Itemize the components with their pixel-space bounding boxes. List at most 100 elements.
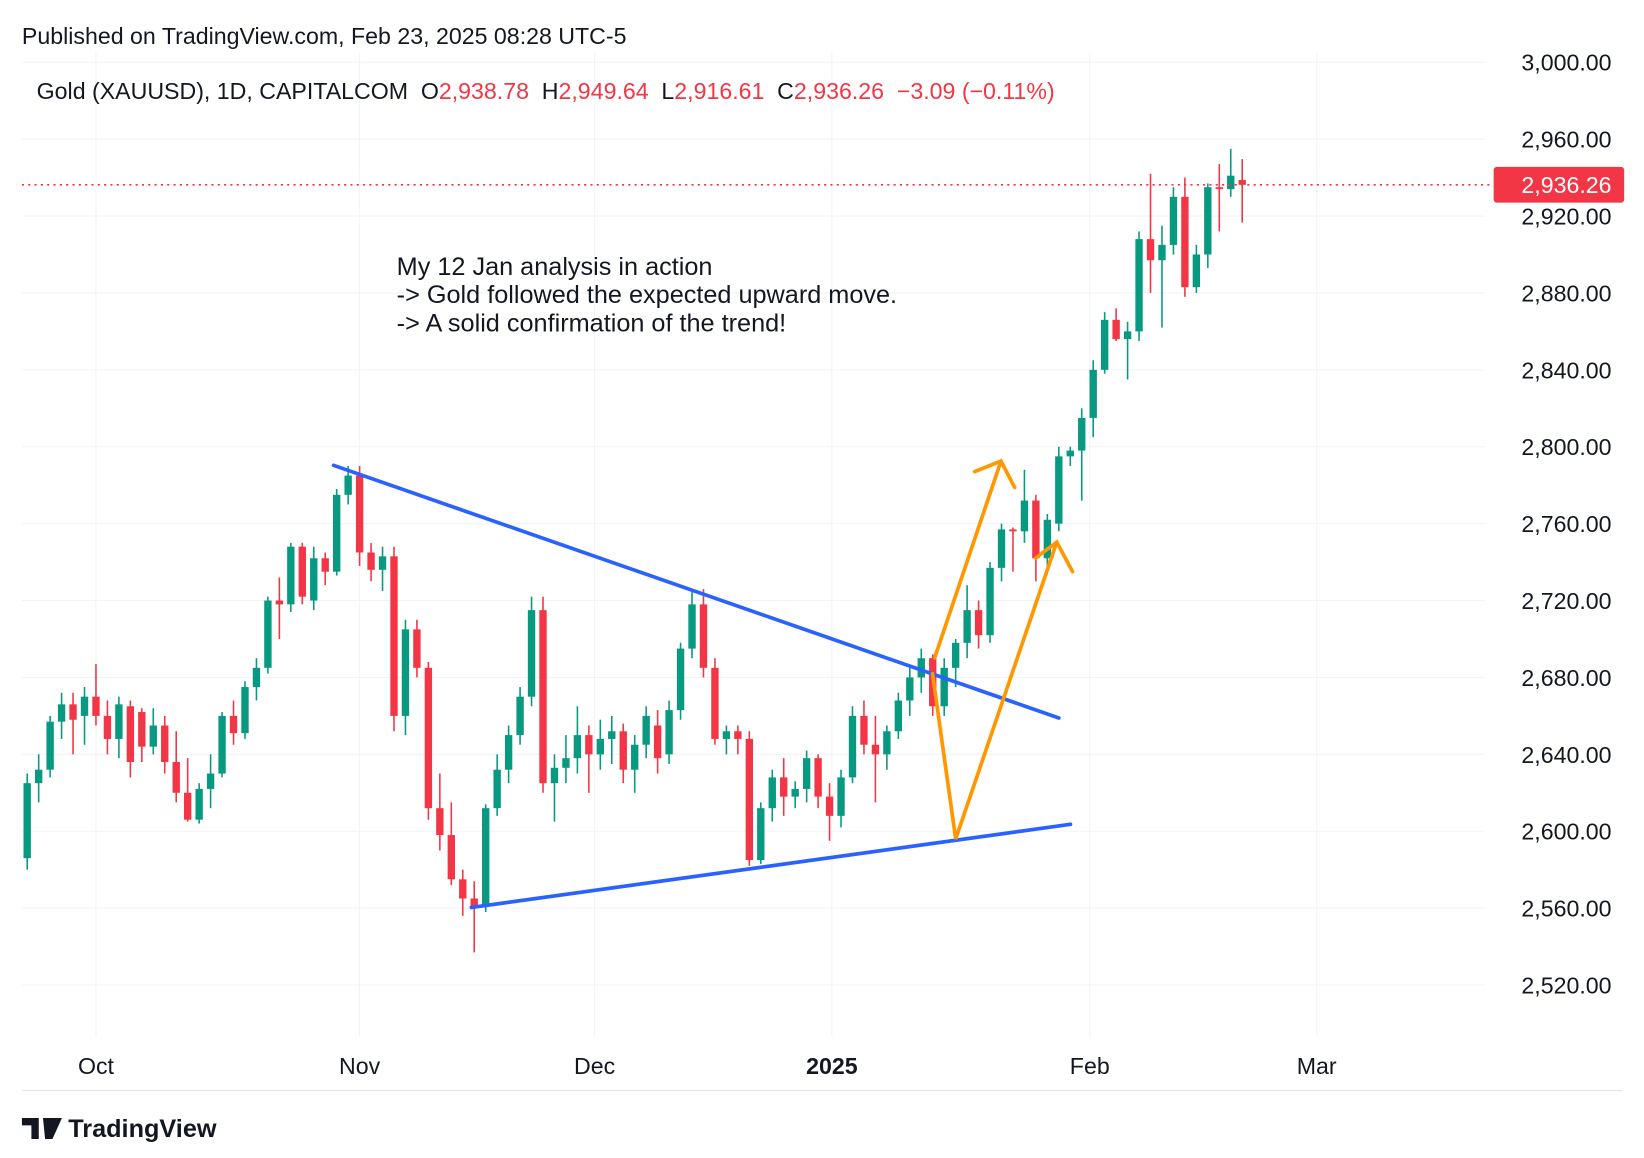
trendline [331, 463, 1061, 720]
candle-body [688, 604, 696, 649]
candle-body [1020, 500, 1029, 532]
candle-body [722, 731, 731, 739]
y-tick-label: 2,880.00 [1521, 280, 1611, 306]
y-tick-label: 3,000.00 [1521, 50, 1611, 76]
y-tick-label: 2,520.00 [1521, 972, 1611, 998]
candle-body [115, 704, 123, 739]
candle-body [860, 715, 868, 745]
candle-body [241, 687, 249, 734]
candle-body [344, 475, 352, 495]
candle-body [1043, 519, 1052, 559]
candle-body [883, 731, 891, 755]
candle-body [516, 696, 524, 736]
candle-body [218, 715, 226, 774]
x-tick-label: Mar [1297, 1053, 1337, 1079]
candle-body [149, 725, 157, 747]
candle-body [894, 700, 903, 732]
candle-body [837, 777, 845, 816]
annotation: My 12 Jan analysis in action [397, 253, 713, 281]
candle-body [917, 658, 925, 678]
y-tick-label: 2,720.00 [1521, 588, 1611, 614]
legend-key: H [542, 78, 559, 104]
candle-body [871, 744, 880, 755]
candle-body [665, 710, 673, 755]
candle-body [69, 704, 77, 720]
candle-body [768, 777, 776, 809]
candle-body [802, 758, 811, 789]
candle-body [1215, 187, 1223, 190]
candle-body [940, 667, 948, 707]
candle-body [1146, 239, 1155, 261]
candle-body [413, 629, 421, 668]
candle-body [252, 667, 261, 688]
candle-body [642, 715, 650, 745]
candle-body [848, 715, 857, 778]
legend-value: 2,936.26 [794, 78, 884, 104]
candle-body [275, 600, 284, 605]
candle-body [436, 808, 444, 836]
candle-body [585, 735, 593, 755]
candle-body [562, 758, 570, 768]
candle-body [608, 731, 616, 739]
candle-body [1078, 417, 1086, 451]
candle-body [138, 712, 146, 747]
candle-body [493, 769, 501, 809]
legend-value: 2,916.61 [674, 78, 764, 104]
candle-body [676, 648, 685, 711]
x-tick-label: Oct [78, 1053, 115, 1079]
candle-body [92, 696, 100, 716]
candle-body [1192, 254, 1201, 288]
candle-body [287, 546, 295, 605]
x-tick-label: Feb [1070, 1053, 1110, 1079]
trendline [469, 822, 1073, 910]
legend: Gold (XAUUSD), 1D, CAPITALCOM O2,938.78 … [37, 78, 1055, 104]
candle-body [183, 792, 192, 820]
x-tick-label: Dec [574, 1053, 615, 1079]
candle-body [310, 558, 318, 601]
candle-body [1238, 179, 1246, 185]
x-tick-label: 2025 [806, 1053, 858, 1079]
candle-body [34, 769, 43, 784]
arrow [930, 540, 1059, 840]
candle-body [745, 738, 754, 861]
candle-body [619, 731, 627, 770]
candle-body [1158, 244, 1166, 261]
candle-body [527, 610, 536, 697]
candle-body [699, 604, 708, 668]
candle-body [734, 731, 742, 739]
y-tick-label: 2,600.00 [1521, 819, 1611, 845]
annotation: -> A solid confirmation of the trend! [397, 310, 786, 338]
legend-key: O [421, 78, 439, 104]
arrow [932, 459, 1003, 660]
candle-body [378, 556, 387, 570]
candle-body [1055, 456, 1063, 524]
candle-body [126, 706, 135, 763]
y-tick-label: 2,800.00 [1521, 434, 1611, 460]
candle-body [172, 762, 180, 793]
y-tick-label: 2,760.00 [1521, 511, 1611, 537]
candle-body [986, 567, 994, 636]
legend-key: C [777, 78, 794, 104]
candle-body [573, 735, 582, 759]
candle-body [355, 475, 364, 553]
candle-body [1100, 319, 1109, 370]
candle-body [653, 725, 662, 759]
brand: TradingView [68, 1115, 217, 1143]
candle-body [814, 758, 822, 797]
candle-body [424, 667, 433, 809]
candle-body [550, 767, 559, 784]
candle-body [825, 796, 834, 816]
legend-change: −3.09 (−0.11%) [897, 78, 1055, 104]
arrow-head [1033, 539, 1075, 574]
candle-body [1227, 175, 1235, 190]
y-tick-label: 2,840.00 [1521, 357, 1611, 383]
x-tick-label: Nov [339, 1053, 381, 1079]
candle-body [631, 744, 639, 770]
candle-body [482, 808, 490, 907]
candle-body [596, 738, 605, 755]
candle-body [321, 558, 329, 572]
annotation: -> Gold followed the expected upward mov… [397, 281, 897, 309]
y-tick-label: 2,560.00 [1521, 896, 1611, 922]
